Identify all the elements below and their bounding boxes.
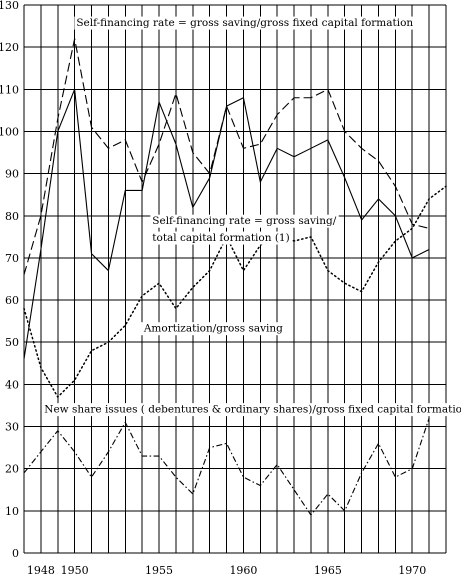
annotation: Self-financing rate = gross saving/ [150,214,339,228]
annotation: Self-financing rate = gross saving/gross… [74,16,416,30]
y-tick-label: 80 [5,210,19,223]
annotation-background [74,16,416,30]
annotation-label: Self-financing rate = gross saving/gross… [76,17,413,29]
x-tick-label: 1970 [398,564,426,576]
y-tick-label: 20 [5,463,19,476]
annotation-label: New share issues ( debentures & ordinary… [44,404,461,416]
annotation-background [42,403,461,417]
y-tick-label: 10 [5,505,19,518]
grid-layer [23,4,447,554]
annotation-label: total capital formation (1) [152,232,289,244]
annotation-background [150,214,339,228]
x-tick-label: 1950 [61,564,89,576]
y-tick-label: 30 [5,421,19,434]
annotation-layer: Self-financing rate = gross saving/gross… [42,16,461,417]
y-tick-label: 40 [5,378,19,391]
annotation-background [150,231,292,245]
x-tick-label: 1948 [27,564,55,576]
annotation: Amortization/gross saving [140,322,286,336]
tick-layer: 0 10 20 30 40 50 60 70 80 90 100 110 120 130 1948 1950 1… [0,0,426,576]
y-tick-label: 130 [0,0,19,12]
y-tick-label: 120 [0,41,19,54]
y-tick-label: 0 [12,547,19,560]
series-line-4 [23,417,430,516]
annotation: total capital formation (1) [150,231,292,245]
annotation: New share issues ( debentures & ordinary… [42,403,461,417]
series-line-3 [23,185,447,398]
x-tick-label: 1955 [145,564,173,576]
x-tick-label: 1960 [229,564,257,576]
y-tick-label: 90 [5,168,19,181]
series-line-2 [23,88,430,360]
y-tick-label: 60 [5,294,19,307]
annotation-background [140,322,286,336]
y-tick-label: 110 [0,83,19,96]
y-tick-label: 50 [5,336,19,349]
annotation-label: Amortization/gross saving [143,323,283,335]
y-tick-label: 70 [5,252,19,265]
series-layer [23,38,447,516]
y-tick-label: 100 [0,125,19,138]
series-line-1 [23,38,430,275]
annotation-label: Self-financing rate = gross saving/ [152,215,336,227]
x-tick-label: 1965 [314,564,342,576]
